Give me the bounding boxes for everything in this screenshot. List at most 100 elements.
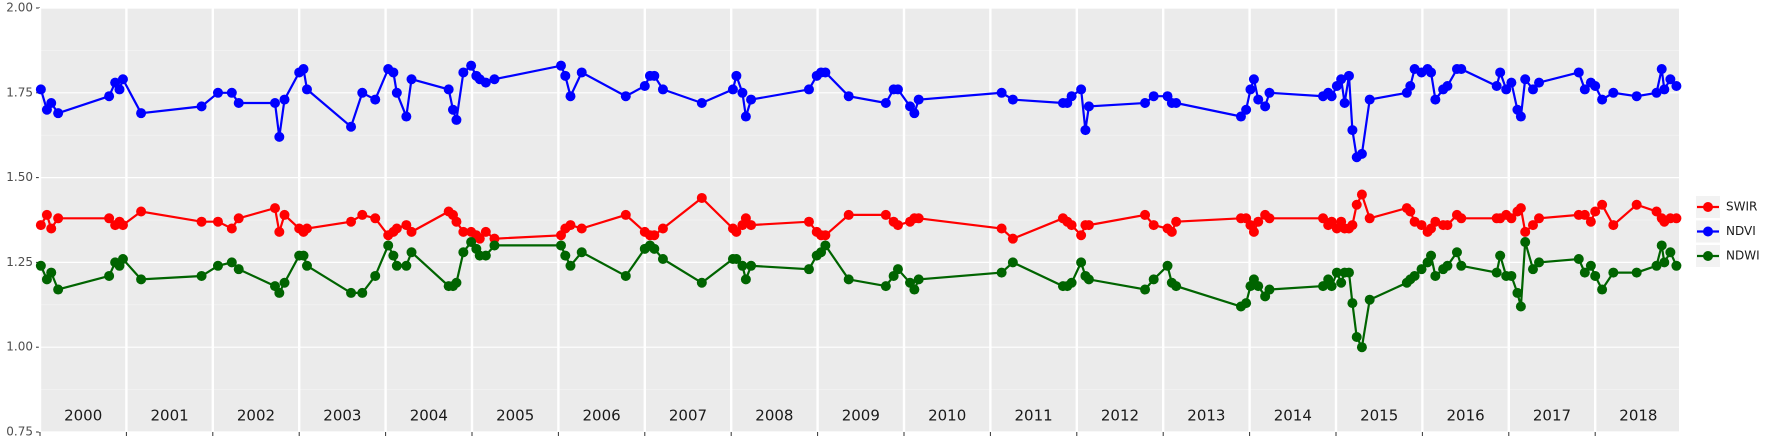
point [480, 226, 491, 237]
point [104, 91, 115, 102]
point [1573, 67, 1584, 78]
point [104, 270, 115, 281]
point [1495, 67, 1506, 78]
point [346, 121, 357, 132]
point [1573, 254, 1584, 265]
point [212, 87, 223, 98]
point [196, 270, 207, 281]
point [1235, 111, 1246, 122]
point [489, 74, 500, 85]
point [892, 220, 903, 231]
point [1451, 247, 1462, 258]
legend-point [1703, 202, 1713, 212]
point [1585, 216, 1596, 227]
point [274, 226, 285, 237]
point [298, 250, 309, 261]
point [1140, 97, 1151, 108]
point [136, 108, 147, 119]
point [731, 70, 742, 81]
point [1351, 199, 1362, 210]
point [1631, 267, 1642, 278]
point [1430, 216, 1441, 227]
point [1527, 264, 1538, 275]
point [1347, 220, 1358, 231]
year-label: 2010 [928, 407, 966, 425]
point [301, 260, 312, 271]
point [1336, 74, 1347, 85]
point [1426, 250, 1437, 261]
point [1241, 104, 1252, 115]
point [117, 254, 128, 265]
point [880, 281, 891, 292]
point [820, 67, 831, 78]
year-label: 2005 [496, 407, 534, 425]
point [1456, 213, 1467, 224]
point [1007, 257, 1018, 268]
point [1264, 284, 1275, 295]
point [346, 216, 357, 227]
point [346, 287, 357, 298]
point [298, 64, 309, 75]
point [620, 209, 631, 220]
point [843, 274, 854, 285]
point [1339, 97, 1350, 108]
point [1253, 94, 1264, 105]
point [53, 108, 64, 119]
point [1148, 91, 1159, 102]
point [740, 213, 751, 224]
point [480, 250, 491, 261]
point [391, 223, 402, 234]
point [657, 84, 668, 95]
y-tick-label: 1.25 [6, 255, 33, 269]
point [1520, 237, 1531, 248]
point [746, 260, 757, 271]
point [996, 223, 1007, 234]
point [1506, 213, 1517, 224]
year-label: 2000 [64, 407, 102, 425]
point [1405, 81, 1416, 92]
point [1083, 274, 1094, 285]
point [576, 67, 587, 78]
point [1318, 281, 1329, 292]
point [1331, 267, 1342, 278]
point [1241, 298, 1252, 309]
point [1364, 213, 1375, 224]
point [565, 91, 576, 102]
point [639, 81, 650, 92]
point [731, 226, 742, 237]
y-tick-label: 1.00 [6, 340, 33, 354]
point [1590, 81, 1601, 92]
point [1007, 233, 1018, 244]
point [279, 277, 290, 288]
point [1579, 84, 1590, 95]
point [196, 101, 207, 112]
point [136, 206, 147, 217]
y-tick-label: 0.75 [6, 425, 33, 439]
point [913, 94, 924, 105]
year-label: 2002 [237, 407, 275, 425]
point [388, 250, 399, 261]
point [1651, 206, 1662, 217]
point [1659, 84, 1670, 95]
point [1590, 270, 1601, 281]
point [1579, 209, 1590, 220]
point [1326, 216, 1337, 227]
point [649, 70, 660, 81]
point [1318, 213, 1329, 224]
point [1245, 84, 1256, 95]
point [1248, 226, 1259, 237]
point [1506, 270, 1517, 281]
point [820, 230, 831, 241]
point [274, 287, 285, 298]
point [1527, 84, 1538, 95]
point [447, 104, 458, 115]
point [731, 254, 742, 265]
point [1491, 267, 1502, 278]
point [1456, 64, 1467, 75]
point [1631, 91, 1642, 102]
point [1343, 70, 1354, 81]
point [737, 260, 748, 271]
point [1248, 74, 1259, 85]
